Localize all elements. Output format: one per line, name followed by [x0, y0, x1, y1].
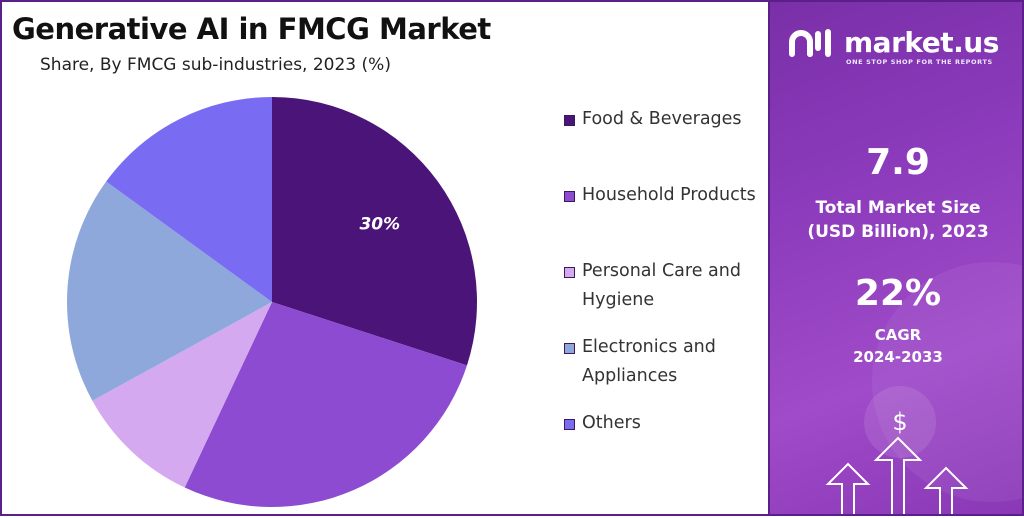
market-size-value: 7.9	[866, 142, 930, 183]
legend-item: Food & Beverages	[564, 108, 762, 134]
legend-swatch	[564, 419, 575, 430]
brand-name: market.us	[844, 26, 999, 59]
legend-swatch	[564, 115, 575, 126]
pie-slices	[66, 96, 478, 508]
pie-data-label: 30%	[359, 215, 400, 235]
market-size-label-line1: Total Market Size	[815, 198, 981, 218]
growth-arrows-illustration: $	[825, 386, 969, 514]
arrow-up-icon	[873, 436, 923, 514]
cagr-label-line1: CAGR	[874, 326, 922, 344]
sidebar: market.us ONE STOP SHOP FOR THE REPORTS …	[768, 0, 1024, 516]
arrow-up-icon	[825, 462, 871, 514]
market-us-logo-icon	[789, 29, 831, 57]
dollar-sign-icon: $	[892, 408, 907, 436]
pie-slice-personal-care-and-hygiene	[92, 302, 272, 488]
arrow-up-icon	[923, 466, 969, 514]
cagr-label: CAGR 2024-2033	[770, 324, 1022, 368]
legend-item: Others	[564, 412, 762, 438]
chart-panel: Generative AI in FMCG Market Share, By F…	[0, 0, 768, 516]
pie-data-labels: 30%	[359, 215, 400, 235]
pie-slice-food-beverages	[272, 96, 478, 366]
legend-label: Food & Beverages	[582, 109, 742, 129]
legend-label: Others	[582, 413, 641, 433]
legend-swatch	[564, 267, 575, 278]
market-size-label: Total Market Size (USD Billion), 2023	[770, 196, 1022, 244]
legend-label: Electronics and Appliances	[582, 337, 716, 386]
legend-swatch	[564, 191, 575, 202]
market-size-label-line2: (USD Billion), 2023	[807, 222, 989, 242]
cagr-value: 22%	[854, 273, 942, 314]
pie-chart: 30%	[66, 96, 478, 508]
chart-subtitle: Share, By FMCG sub-industries, 2023 (%)	[40, 55, 391, 75]
legend-item: Household Products	[564, 184, 762, 210]
legend-label: Household Products	[582, 185, 756, 205]
legend-item: Electronics and Appliances	[564, 336, 762, 391]
coin-circle	[864, 386, 936, 458]
pie-slice-household-products	[184, 302, 467, 508]
brand-logo: market.us	[788, 28, 999, 58]
brand-tagline: ONE STOP SHOP FOR THE REPORTS	[846, 58, 993, 66]
pie-slice-others	[106, 97, 273, 302]
legend-item: Personal Care and Hygiene	[564, 260, 762, 315]
chart-title: Generative AI in FMCG Market	[12, 12, 491, 46]
pie-slice-electronics-and-appliances	[66, 181, 272, 401]
legend-swatch	[564, 343, 575, 354]
cagr-label-line2: 2024-2033	[853, 348, 943, 366]
legend-label: Personal Care and Hygiene	[582, 261, 741, 310]
